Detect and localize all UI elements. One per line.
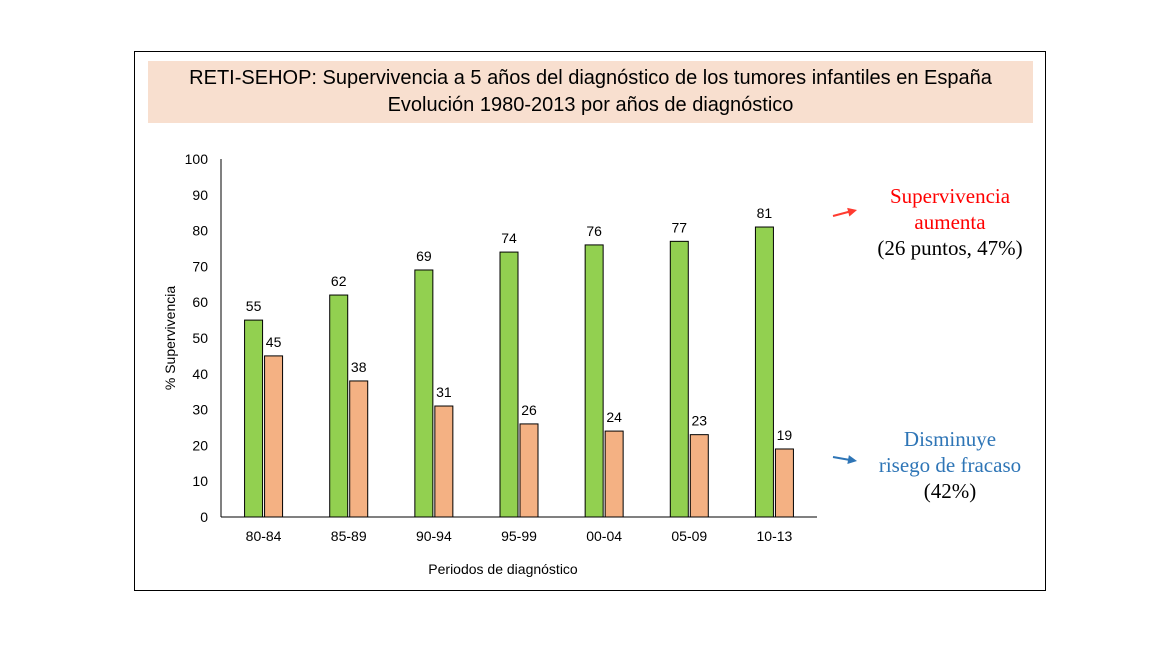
failure-risk-line3: (42%) — [923, 479, 977, 503]
survival-increase-line2: aumenta — [914, 210, 986, 234]
survival-value-label: 81 — [757, 205, 773, 221]
x-axis-title: Periodos de diagnóstico — [428, 561, 578, 577]
y-tick-label: 100 — [185, 151, 209, 167]
survival-value-label: 62 — [331, 273, 347, 289]
decrease-arrow-icon — [832, 456, 851, 461]
failure-value-label: 23 — [691, 413, 707, 429]
chart-title-box: RETI-SEHOP: Supervivencia a 5 años del d… — [148, 61, 1033, 123]
y-tick-label: 80 — [192, 223, 208, 239]
failure-bar — [349, 380, 369, 518]
x-tick-label: 80-84 — [246, 528, 282, 544]
survival-bar — [754, 226, 774, 518]
survival-value-label: 77 — [671, 219, 687, 235]
chart-subtitle: Evolución 1980-2013 por años de diagnóst… — [387, 94, 794, 116]
y-tick-label: 20 — [192, 437, 208, 453]
survival-bar — [499, 251, 519, 518]
failure-bar — [264, 355, 284, 518]
survival-increase-line3: (26 puntos, 47%) — [877, 236, 1023, 260]
failure-risk-line1: Disminuye — [903, 427, 997, 451]
failure-value-label: 24 — [606, 409, 622, 425]
survival-bar — [329, 294, 349, 518]
failure-bar — [774, 448, 794, 518]
survival-value-label: 74 — [501, 230, 517, 246]
y-tick-label: 0 — [200, 509, 208, 525]
x-tick-label: 90-94 — [416, 528, 452, 544]
decrease-arrow-icon-head — [847, 455, 857, 464]
x-tick-label: 00-04 — [586, 528, 622, 544]
x-tick-label: 10-13 — [757, 528, 793, 544]
survival-bar — [414, 269, 434, 518]
y-tick-label: 10 — [192, 473, 208, 489]
failure-value-label: 38 — [351, 359, 367, 375]
failure-bar — [689, 434, 709, 518]
failure-bar — [434, 405, 454, 518]
survival-value-label: 55 — [246, 298, 262, 314]
survival-bar — [584, 244, 604, 518]
failure-value-label: 26 — [521, 402, 537, 418]
survival-value-label: 69 — [416, 248, 432, 264]
survival-value-label: 76 — [586, 223, 602, 239]
y-tick-label: 60 — [192, 294, 208, 310]
survival-bar — [669, 240, 689, 518]
survival-increase-note: Supervivencia aumenta (26 puntos, 47%) — [860, 183, 1040, 261]
y-axis-title: % Supervivencia — [162, 286, 178, 390]
survival-bar — [244, 319, 264, 518]
y-tick-label: 90 — [192, 187, 208, 203]
failure-bar — [604, 430, 624, 518]
x-tick-label: 85-89 — [331, 528, 367, 544]
failure-risk-line2: risego de fracaso — [878, 453, 1022, 477]
y-tick-label: 30 — [192, 402, 208, 418]
increase-arrow-icon-head — [847, 207, 857, 217]
y-tick-label: 50 — [192, 330, 208, 346]
x-tick-label: 95-99 — [501, 528, 537, 544]
failure-value-label: 45 — [266, 334, 282, 350]
survival-increase-line1: Supervivencia — [889, 184, 1011, 208]
y-tick-label: 70 — [192, 258, 208, 274]
chart-title: RETI-SEHOP: Supervivencia a 5 años del d… — [189, 67, 992, 89]
y-tick-label: 40 — [192, 366, 208, 382]
failure-risk-note: Disminuye risego de fracaso (42%) — [860, 426, 1040, 504]
failure-bar — [519, 423, 539, 518]
x-tick-label: 05-09 — [671, 528, 707, 544]
increase-arrow-icon — [832, 210, 851, 217]
failure-value-label: 31 — [436, 384, 452, 400]
failure-value-label: 19 — [777, 427, 793, 443]
